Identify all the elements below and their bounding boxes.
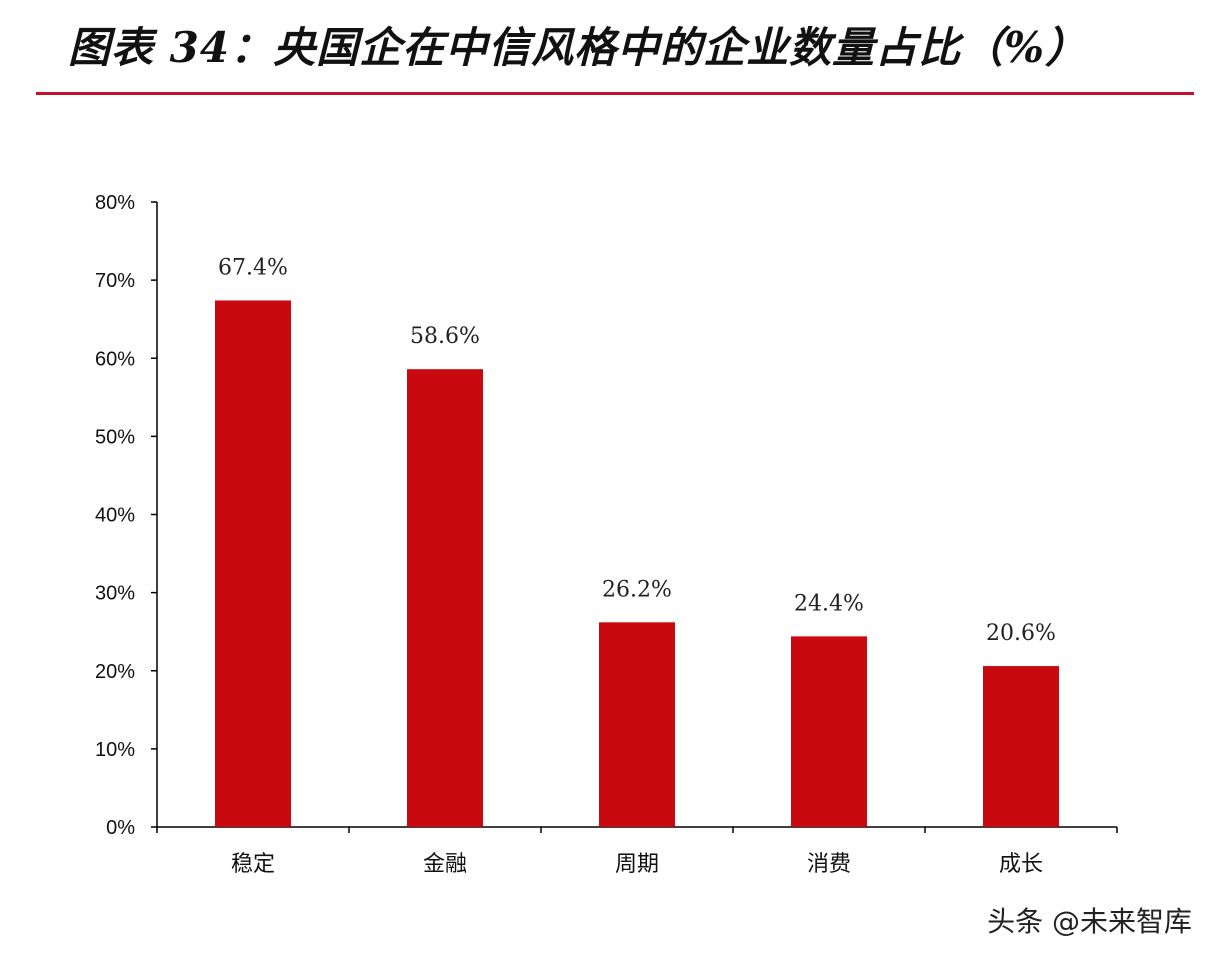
chart-bars xyxy=(215,300,1059,827)
y-tick-label: 60% xyxy=(95,348,135,370)
x-category-label: 金融 xyxy=(423,852,467,877)
bar xyxy=(599,622,675,827)
watermark-text: 头条 @未来智库 xyxy=(987,905,1192,938)
data-label: 26.2% xyxy=(602,577,672,602)
y-tick-label: 0% xyxy=(106,817,135,839)
title-divider xyxy=(36,92,1194,95)
y-tick-label: 50% xyxy=(95,426,135,448)
x-category-label: 稳定 xyxy=(231,852,275,877)
y-tick-label: 40% xyxy=(95,505,135,527)
data-label: 24.4% xyxy=(794,591,864,616)
bar xyxy=(983,666,1059,827)
x-category-label: 周期 xyxy=(615,852,659,877)
data-label: 67.4% xyxy=(218,255,288,280)
x-category-label: 消费 xyxy=(807,852,851,877)
chart-axes: 0% 10% 20% 30% 40% 50% 60% 70% 80% xyxy=(95,192,1118,839)
bar xyxy=(215,300,291,827)
data-label: 58.6% xyxy=(410,324,480,349)
chart-labels: 67.4% 稳定 58.6% 金融 26.2% 周期 24.4% 消费 20.6% 成长 xyxy=(218,255,1056,877)
chart-title: 图表 34：央国企在中信风格中的企业数量占比（%） xyxy=(68,23,1088,72)
y-tick-label: 70% xyxy=(95,270,135,292)
x-category-label: 成长 xyxy=(999,852,1043,877)
y-tick-label: 30% xyxy=(95,583,135,605)
bar xyxy=(791,636,867,827)
y-tick-label: 20% xyxy=(95,661,135,683)
y-tick-label: 80% xyxy=(95,192,135,214)
bar xyxy=(407,369,483,827)
y-tick-label: 10% xyxy=(95,739,135,761)
data-label: 20.6% xyxy=(986,621,1056,646)
